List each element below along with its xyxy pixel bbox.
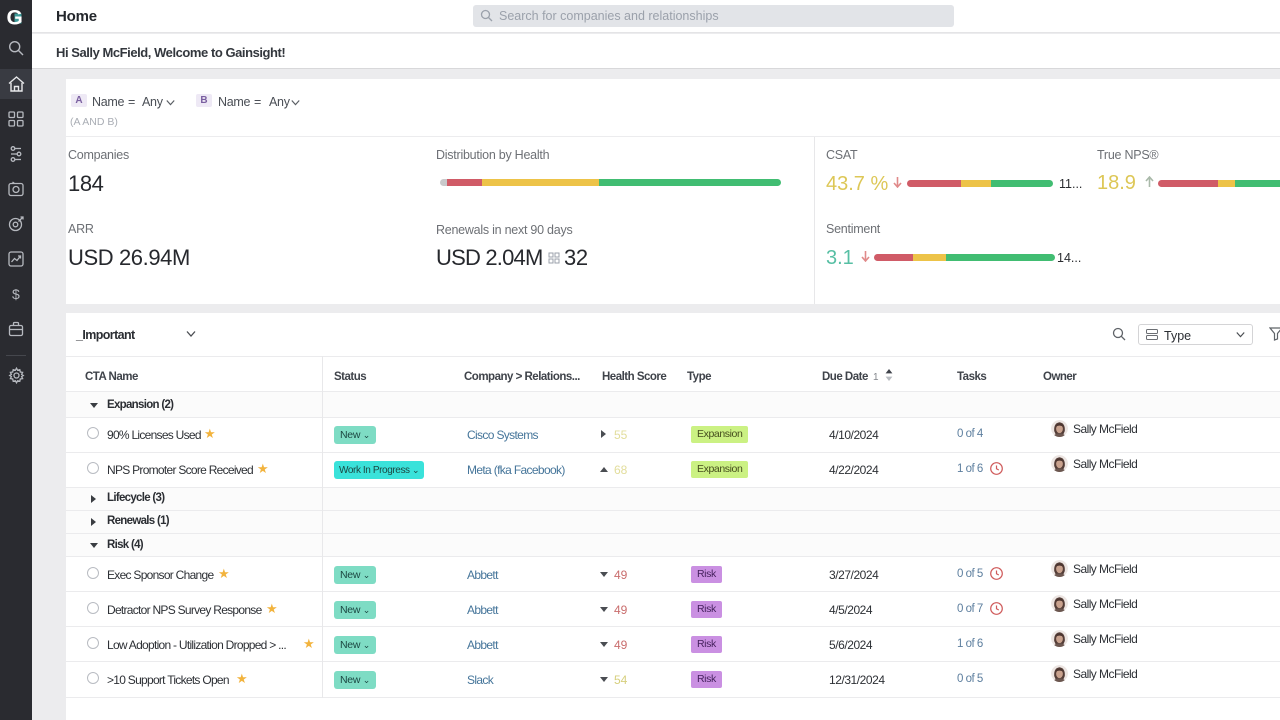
svg-text:G: G [7,7,23,29]
svg-text:$: $ [12,286,20,302]
